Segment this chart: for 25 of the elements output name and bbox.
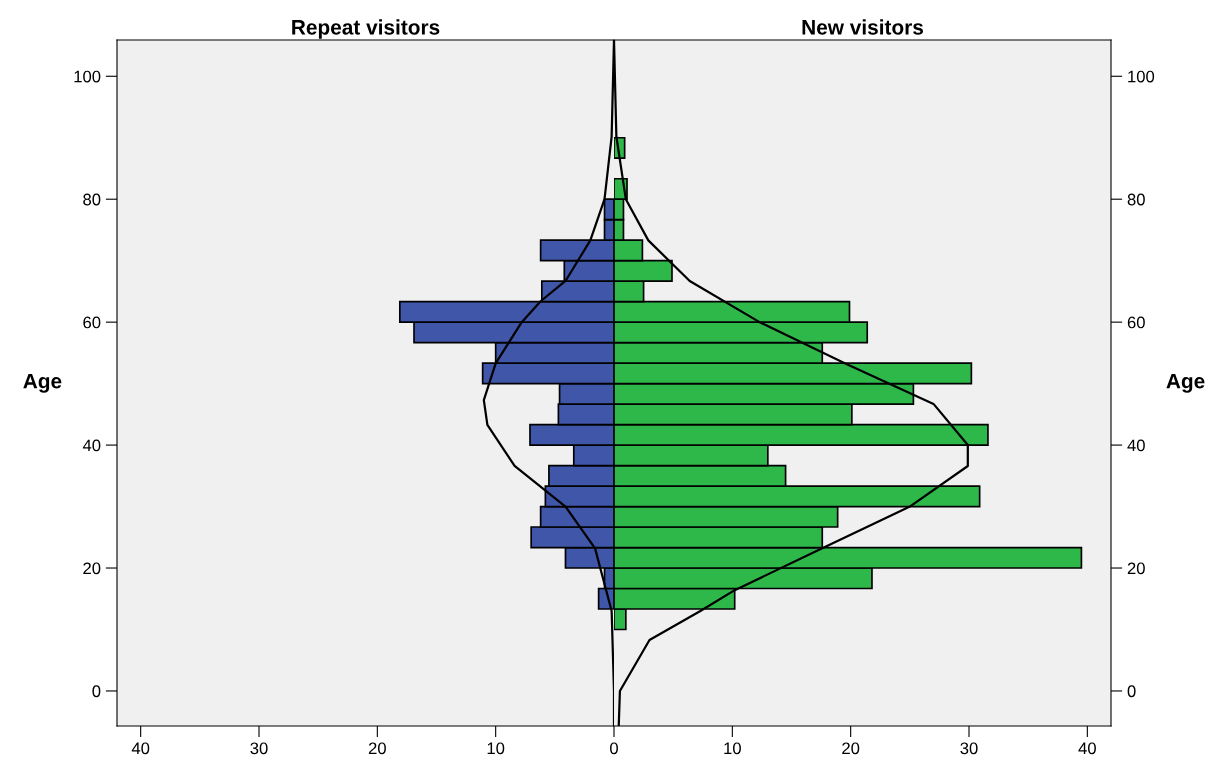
x-tick-label: 30 (250, 742, 268, 755)
y-tick-label: 20 (1127, 562, 1145, 575)
y-tick-label: 80 (1127, 193, 1145, 206)
x-tick-label: 20 (842, 742, 860, 755)
x-tick-label: 30 (960, 742, 978, 755)
x-tick-label: 0 (610, 742, 618, 755)
chart-title: Repeat visitors (292, 19, 440, 39)
y-tick-label: 0 (1127, 685, 1136, 698)
y-tick-label: 60 (83, 316, 101, 329)
x-tick-label: 10 (724, 742, 741, 755)
y-axis-title: Age (23, 373, 62, 393)
y-tick-label: 80 (83, 193, 101, 206)
y-tick-label: 40 (82, 439, 101, 452)
x-tick-label: 20 (368, 742, 386, 755)
y-tick-label: 100 (1128, 70, 1155, 83)
y-axis-title: Age (1166, 373, 1205, 393)
x-tick-label: 10 (487, 742, 505, 755)
x-tick-label: 40 (1078, 742, 1096, 755)
chart-title: New visitors (802, 19, 924, 35)
y-tick-label: 20 (83, 562, 101, 575)
y-tick-label: 100 (74, 70, 101, 83)
y-tick-label: 0 (92, 685, 101, 698)
y-tick-label: 60 (1127, 316, 1145, 329)
y-tick-label: 40 (1127, 439, 1145, 452)
x-tick-label: 40 (131, 742, 150, 755)
